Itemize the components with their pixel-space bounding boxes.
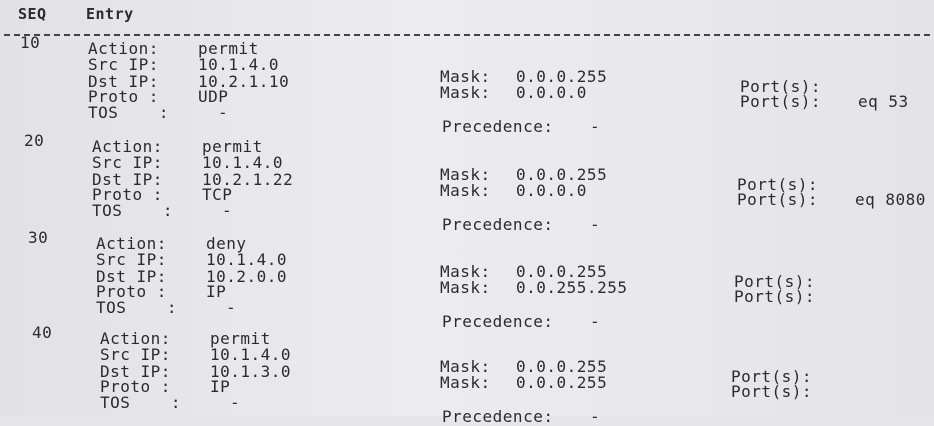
tos-label: TOS : bbox=[100, 393, 182, 412]
proto-value: IP bbox=[210, 377, 231, 396]
action-label: Action: bbox=[96, 234, 167, 253]
precedence-label: Precedence: bbox=[442, 407, 554, 426]
ports-label: Port(s): bbox=[734, 272, 816, 291]
proto-value: TCP bbox=[202, 185, 233, 204]
dst-ip-label: Dst IP: bbox=[100, 362, 171, 381]
proto-label: Proto : bbox=[88, 87, 159, 106]
dst-ip-value: 10.1.3.0 bbox=[210, 362, 292, 381]
action-value: deny bbox=[206, 234, 247, 253]
ports-label: Port(s): bbox=[737, 175, 819, 194]
proto-label: Proto : bbox=[96, 282, 167, 301]
src-mask-value: 0.0.0.255 bbox=[516, 357, 608, 376]
dst-mask-value: 0.0.0.0 bbox=[516, 181, 587, 200]
action-value: permit bbox=[210, 329, 271, 348]
mask-label: Mask: bbox=[440, 373, 491, 392]
precedence-value: - bbox=[590, 407, 601, 426]
action-value: permit bbox=[202, 137, 263, 156]
proto-label: Proto : bbox=[92, 185, 163, 204]
precedence-label: Precedence: bbox=[442, 117, 554, 136]
dst-ip-label: Dst IP: bbox=[96, 267, 167, 286]
precedence-value: - bbox=[590, 215, 601, 234]
ports-label: Port(s): bbox=[740, 77, 822, 96]
ports-label: Port(s): bbox=[734, 287, 816, 306]
src-ip-label: Src IP: bbox=[92, 153, 163, 172]
dst-ip-value: 10.2.0.0 bbox=[206, 267, 288, 286]
tos-value: - bbox=[218, 103, 229, 122]
mask-label: Mask: bbox=[440, 262, 491, 281]
proto-value: UDP bbox=[198, 87, 229, 106]
ports-label: Port(s): bbox=[740, 92, 822, 111]
precedence-value: - bbox=[590, 117, 601, 136]
precedence-label: Precedence: bbox=[442, 215, 554, 234]
seq-number: 20 bbox=[24, 131, 45, 150]
action-value: permit bbox=[198, 39, 259, 58]
proto-label: Proto : bbox=[100, 377, 171, 396]
tos-label: TOS : bbox=[92, 201, 174, 220]
tos-label: TOS : bbox=[88, 103, 170, 122]
src-ip-value: 10.1.4.0 bbox=[202, 153, 284, 172]
src-ip-label: Src IP: bbox=[88, 55, 159, 74]
dst-ip-value: 10.2.1.22 bbox=[202, 170, 294, 189]
dst-ports-value: eq 8080 bbox=[855, 190, 926, 209]
src-ip-label: Src IP: bbox=[96, 250, 167, 269]
src-mask-value: 0.0.0.255 bbox=[516, 165, 608, 184]
precedence-value: - bbox=[590, 312, 601, 331]
tos-label: TOS : bbox=[96, 298, 178, 317]
ports-label: Port(s): bbox=[731, 382, 813, 401]
dst-mask-value: 0.0.255.255 bbox=[516, 278, 628, 297]
seq-number: 30 bbox=[28, 228, 49, 247]
seq-number: 10 bbox=[20, 33, 41, 52]
precedence-label: Precedence: bbox=[442, 312, 554, 331]
tos-value: - bbox=[222, 201, 233, 220]
mask-label: Mask: bbox=[440, 278, 491, 297]
src-mask-value: 0.0.0.255 bbox=[516, 67, 608, 86]
tos-value: - bbox=[226, 298, 237, 317]
header-entry: Entry bbox=[86, 5, 134, 23]
tos-value: - bbox=[230, 393, 241, 412]
src-ip-value: 10.1.4.0 bbox=[210, 345, 292, 364]
dst-ip-label: Dst IP: bbox=[92, 170, 163, 189]
src-ip-label: Src IP: bbox=[100, 345, 171, 364]
src-ip-value: 10.1.4.0 bbox=[198, 55, 280, 74]
src-mask-value: 0.0.0.255 bbox=[516, 262, 608, 281]
dst-mask-value: 0.0.0.0 bbox=[516, 83, 587, 102]
mask-label: Mask: bbox=[440, 357, 491, 376]
action-label: Action: bbox=[88, 39, 159, 58]
action-label: Action: bbox=[100, 329, 171, 348]
dst-ports-value: eq 53 bbox=[858, 92, 909, 111]
separator bbox=[4, 34, 930, 36]
mask-label: Mask: bbox=[440, 67, 491, 86]
dst-ip-label: Dst IP: bbox=[88, 72, 159, 91]
src-ip-value: 10.1.4.0 bbox=[206, 250, 288, 269]
mask-label: Mask: bbox=[440, 83, 491, 102]
mask-label: Mask: bbox=[440, 165, 491, 184]
ports-label: Port(s): bbox=[731, 367, 813, 386]
dst-ip-value: 10.2.1.10 bbox=[198, 72, 290, 91]
action-label: Action: bbox=[92, 137, 163, 156]
mask-label: Mask: bbox=[440, 181, 491, 200]
seq-number: 40 bbox=[32, 323, 53, 342]
ports-label: Port(s): bbox=[737, 190, 819, 209]
dst-mask-value: 0.0.0.255 bbox=[516, 373, 608, 392]
header-seq: SEQ bbox=[18, 5, 47, 23]
proto-value: IP bbox=[206, 282, 227, 301]
